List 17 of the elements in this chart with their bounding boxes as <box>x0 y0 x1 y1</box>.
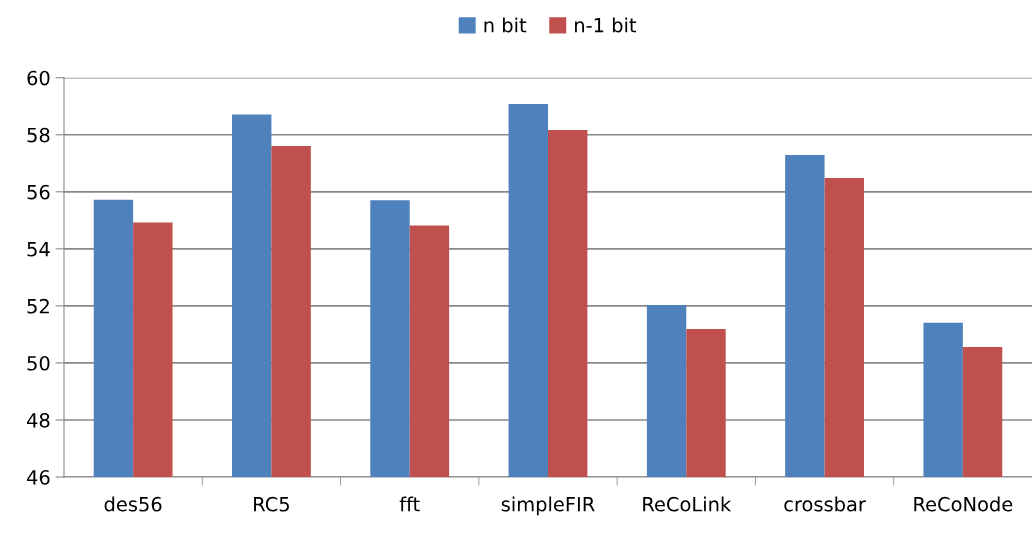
x-tick-label: simpleFIR <box>501 496 595 516</box>
y-tick-label: 48 <box>27 412 50 428</box>
legend-label: n-1 bit <box>575 17 637 33</box>
y-tick-label: 54 <box>27 242 50 257</box>
legend-label: n bit <box>484 17 527 33</box>
x-tick-label: fft <box>399 496 420 512</box>
x-tick-label: ReCoNode <box>914 496 1013 512</box>
y-tick-label: 60 <box>27 70 50 86</box>
x-tick-label: des56 <box>104 496 162 512</box>
x-tick-label: crossbar <box>784 496 866 512</box>
x-tick-label: RC5 <box>254 496 289 512</box>
y-tick-label: 52 <box>27 298 49 314</box>
x-tick-label: ReCoLink <box>643 496 732 512</box>
y-tick-label: 58 <box>27 127 50 143</box>
y-tick-label: 56 <box>27 184 50 200</box>
y-tick-label: 46 <box>27 470 50 485</box>
y-tick-label: 50 <box>27 355 50 371</box>
